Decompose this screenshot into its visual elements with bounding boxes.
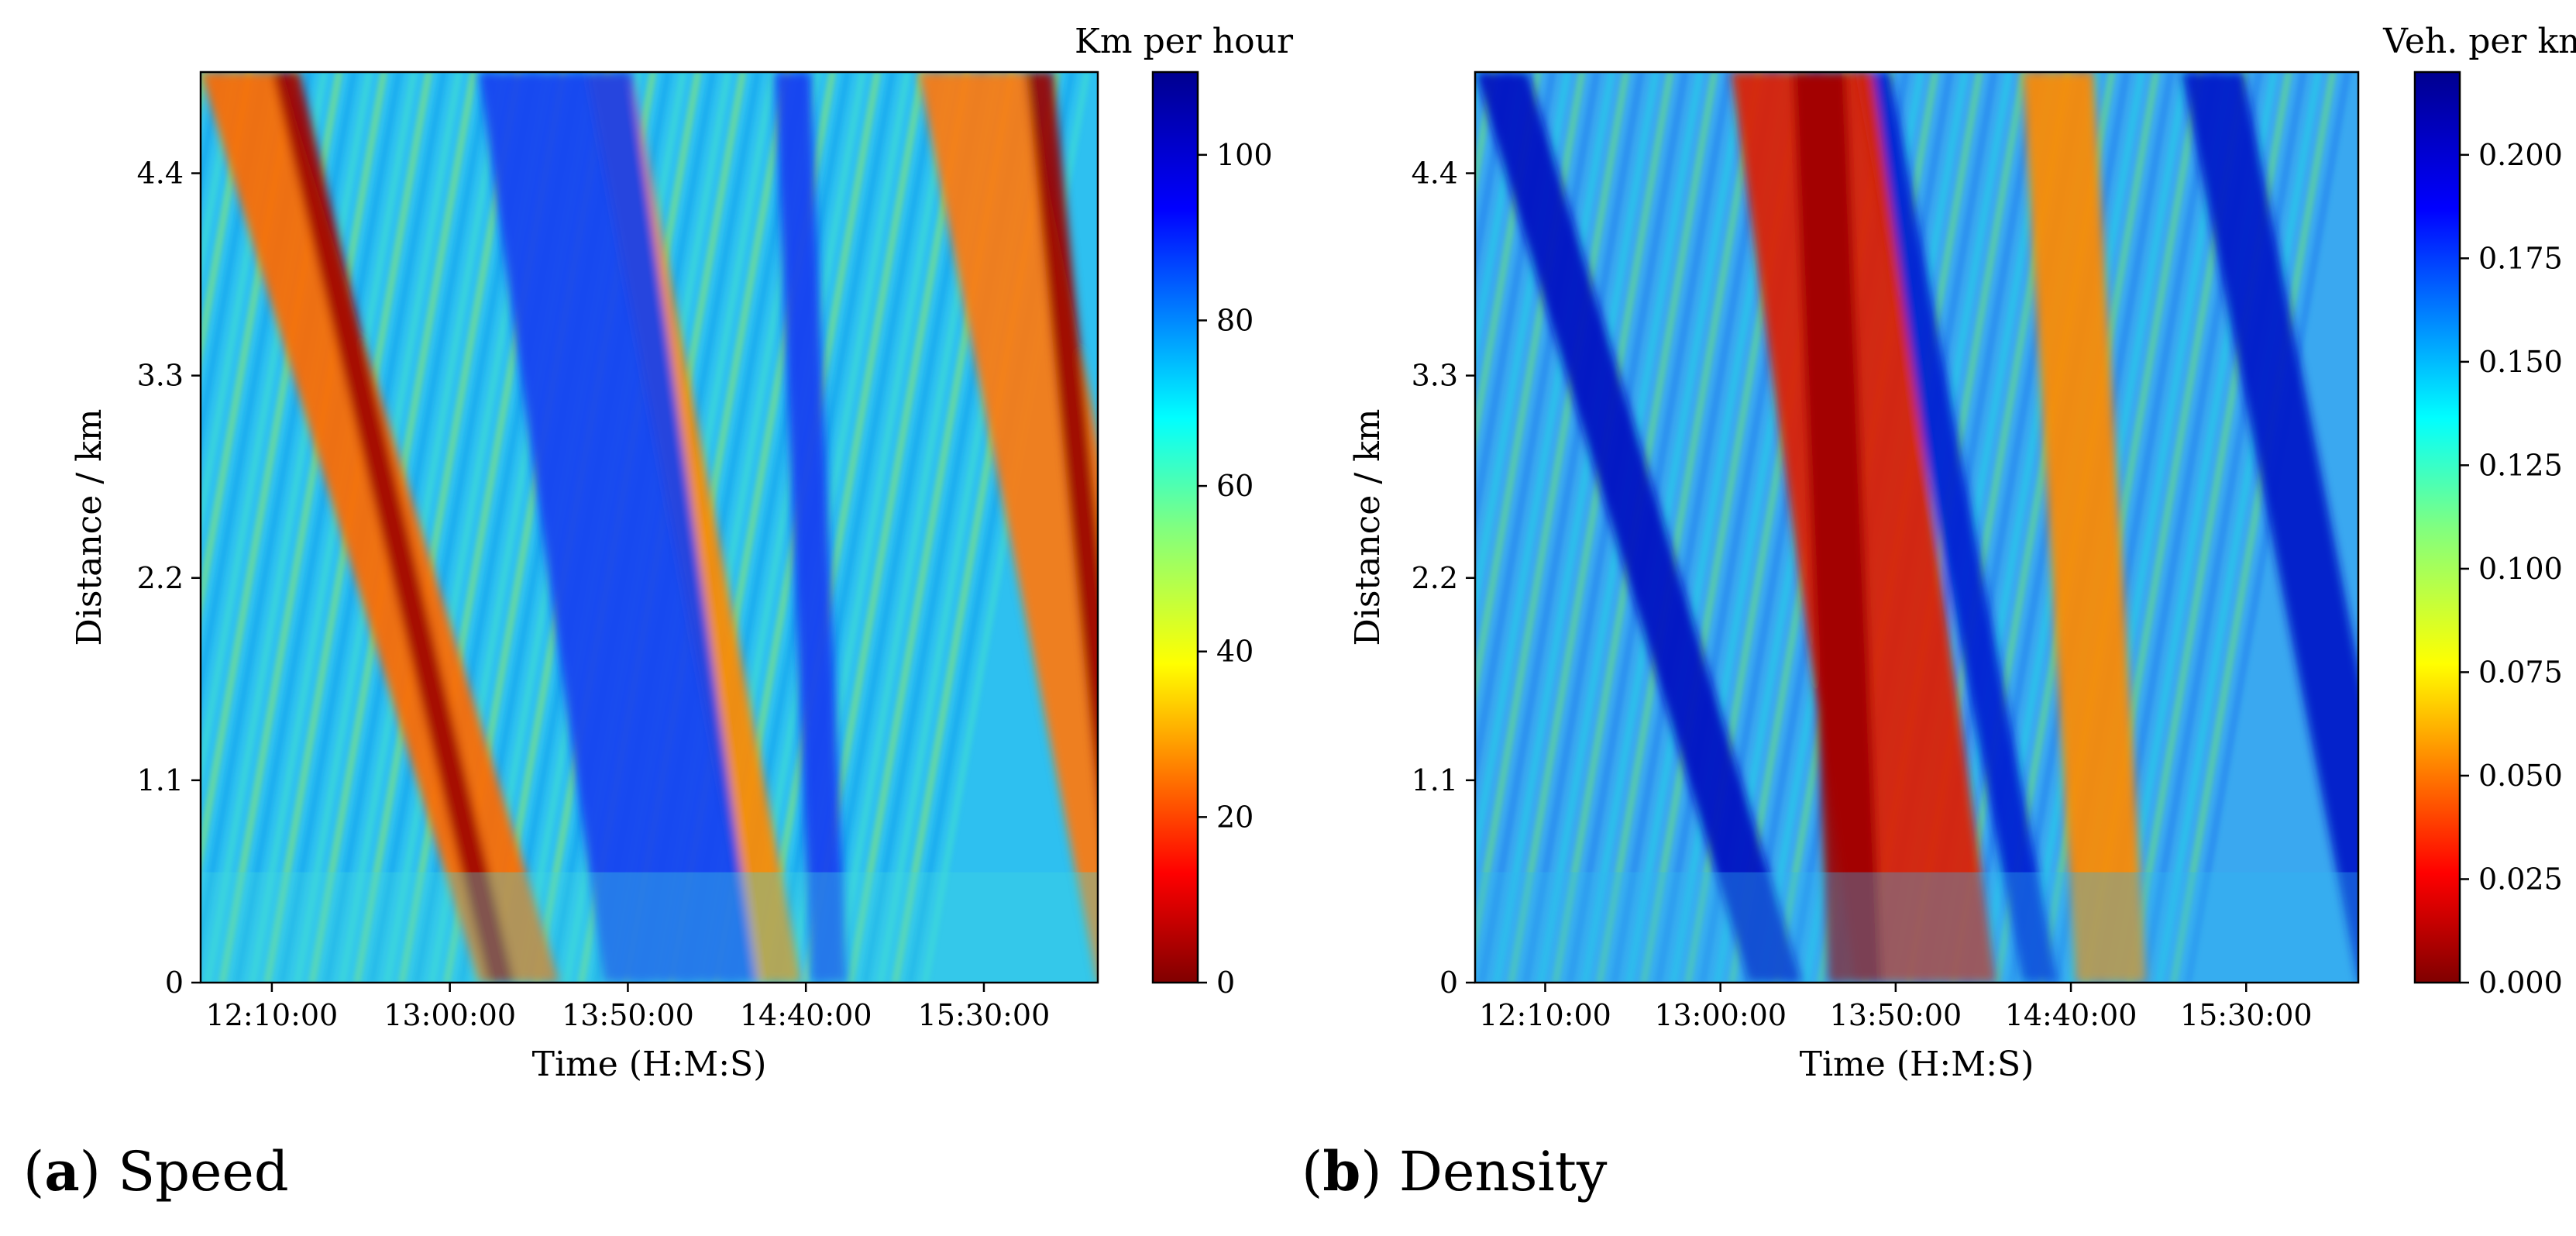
band-1: [272, 72, 515, 983]
colorbar-tick-label: 0.100: [2478, 552, 2563, 586]
y-tick-label: 4.4: [137, 157, 184, 191]
y-tick-label: 1.1: [137, 763, 184, 797]
y-tick-label: 3.3: [1412, 359, 1458, 393]
x-axis-label: Time (H:M:S): [532, 1045, 767, 1084]
colorbar-tick-label: 0.075: [2478, 655, 2563, 689]
colorbar-tick-label: 0: [1216, 966, 1235, 1000]
y-tick-label: 2.2: [137, 561, 184, 595]
panel-a: 12:10:00 13:00:00 13:50:00 14:40:00 15:30:00…: [70, 22, 1294, 1084]
y-tick-label: 0: [1439, 966, 1458, 1000]
colorbar-tick-label: 0.050: [2478, 759, 2563, 793]
colorbar-tick-label: 40: [1216, 635, 1254, 669]
y-tick-label: 2.2: [1412, 561, 1458, 595]
y-tick-label: 1.1: [1412, 763, 1458, 797]
colorbar-b: 0.000 0.025 0.050 0.075 0.100 0.125 0.150 0.175…: [2382, 22, 2576, 1000]
band-5: [2022, 72, 2147, 983]
colorbar-tick-label: 0.125: [2478, 448, 2563, 482]
y-tick-label: 3.3: [137, 359, 184, 393]
colorbar-label: Km per hour: [1075, 22, 1294, 61]
x-tick-label: 14:40:00: [2005, 998, 2137, 1032]
band-4: [1026, 72, 1098, 800]
band-1: [1855, 72, 2058, 983]
x-tick-label: 15:30:00: [2180, 998, 2313, 1032]
x-tick-label: 12:10:00: [1479, 998, 1611, 1032]
colorbar-tick-label: 0.000: [2478, 966, 2563, 1000]
y-tick-label: 4.4: [1412, 157, 1458, 191]
band-3: [1731, 72, 1996, 983]
x-tick-label: 14:40:00: [740, 998, 872, 1032]
plot-frame: [199, 71, 1099, 984]
colorbar-tick-label: 80: [1216, 303, 1254, 337]
y-axis-label: Distance / km: [70, 408, 109, 646]
band-2: [2182, 72, 2358, 983]
band-5: [478, 72, 757, 983]
x-tick-label: 15:30:00: [918, 998, 1051, 1032]
x-tick-label: 13:50:00: [1830, 998, 1962, 1032]
caption-b: (b) Density: [1302, 1139, 1608, 1203]
colorbar-tick-label: 100: [1216, 138, 1273, 172]
colorbar-gradient: [1151, 71, 1199, 984]
band-0: [1475, 72, 1802, 983]
colorbar-gradient: [2413, 71, 2461, 984]
x-tick-label: 13:00:00: [1654, 998, 1787, 1032]
panel-b: 12:10:00 13:00:00 13:50:00 14:40:00 15:30:00…: [1348, 22, 2576, 1084]
heatmap-b: [1475, 72, 2358, 983]
colorbar-tick-label: 0.150: [2478, 345, 2563, 379]
caption-a: (a) Speed: [23, 1139, 289, 1203]
colorbar-tick-label: 0.025: [2478, 862, 2563, 896]
y-tick-label: 0: [165, 966, 184, 1000]
colorbar-tick-label: 0.200: [2478, 138, 2563, 172]
x-tick-label: 12:10:00: [206, 998, 339, 1032]
colorbar-tick-label: 20: [1216, 800, 1254, 834]
x-axis-label: Time (H:M:S): [1800, 1045, 2034, 1084]
heatmap-a: [201, 72, 1098, 983]
y-axis-label: Distance / km: [1348, 408, 1388, 646]
colorbar-tick-label: 0.175: [2478, 241, 2563, 275]
plot-frame: [1474, 71, 2360, 984]
heatmap-low-distance: [201, 872, 1098, 983]
heatmap-low-distance: [1475, 872, 2358, 983]
x-tick-label: 13:00:00: [383, 998, 516, 1032]
colorbar-label: Veh. per km: [2382, 22, 2576, 61]
colorbar-a: 0 20 40 60 80 100 Km per hour: [1075, 22, 1294, 1000]
band-4: [1793, 72, 1882, 983]
band-6: [775, 72, 847, 983]
colorbar-tick-label: 60: [1216, 469, 1254, 503]
x-tick-label: 13:50:00: [562, 998, 694, 1032]
